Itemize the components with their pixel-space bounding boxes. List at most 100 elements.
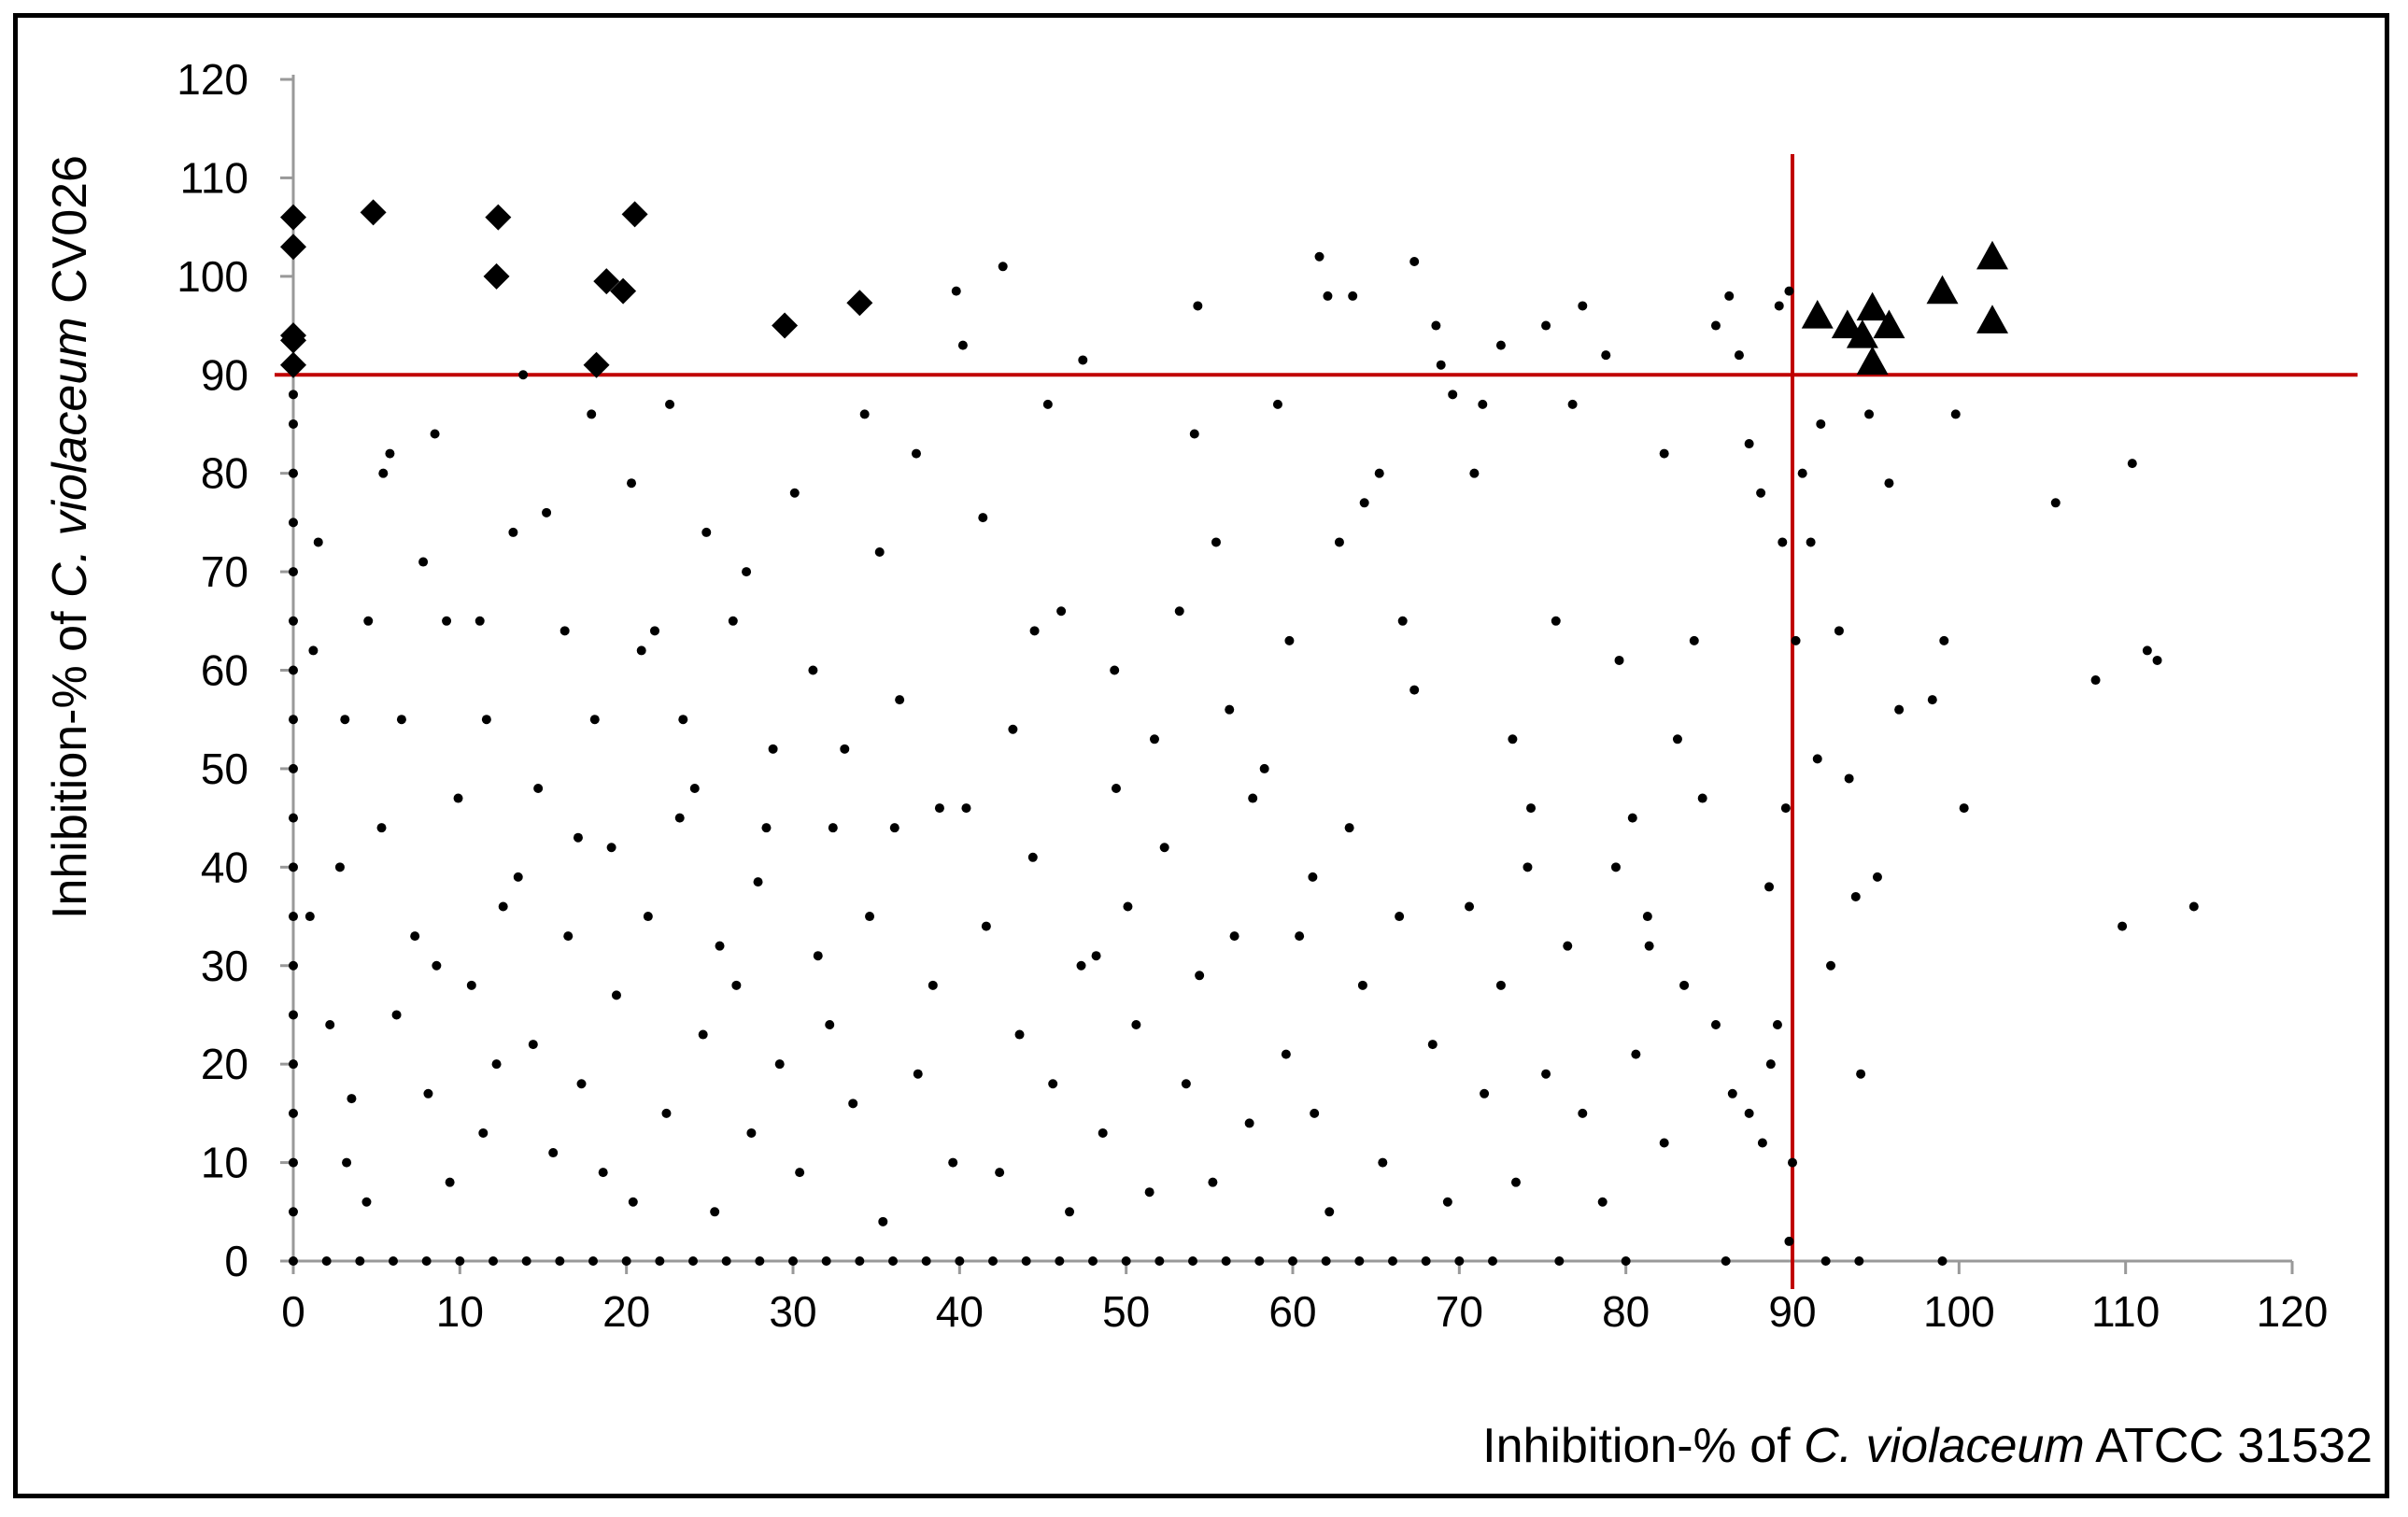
data-point [1724, 291, 1735, 301]
data-point [1323, 291, 1333, 301]
data-point [342, 1157, 352, 1168]
data-point [396, 715, 406, 725]
data-point [848, 1099, 858, 1109]
data-point [1324, 1207, 1335, 1217]
data-point [636, 645, 646, 656]
data-point [859, 409, 870, 419]
data-point [1174, 606, 1184, 617]
data-point [701, 527, 712, 537]
data-point [789, 488, 800, 498]
data-point [289, 715, 298, 725]
x-tick-label: 10 [436, 1287, 484, 1336]
data-point [1065, 1207, 1075, 1217]
y-tick-label: 50 [201, 744, 248, 793]
data-point [598, 1168, 608, 1178]
data-point [1744, 439, 1754, 449]
x-tick-label: 20 [602, 1287, 650, 1336]
diamond-marker [772, 312, 799, 339]
data-point [1872, 872, 1882, 882]
data-point [588, 1256, 598, 1266]
data-point [1710, 320, 1721, 331]
y-tick-label: 100 [177, 252, 248, 301]
data-point [2188, 901, 2199, 912]
data-point [289, 1108, 298, 1118]
data-point [655, 1256, 665, 1266]
data-point [1008, 724, 1018, 734]
data-point [1159, 843, 1169, 853]
data-point [1321, 1256, 1331, 1266]
data-point [1111, 784, 1121, 793]
triangle-marker [1873, 309, 1905, 339]
data-point [649, 626, 659, 636]
data-point [2050, 498, 2061, 508]
data-point [828, 823, 838, 833]
data-point [378, 468, 389, 478]
x-axis-title: Inhibition-% of C. violaceum ATCC 31532 [1482, 1419, 2373, 1473]
data-point [1567, 399, 1578, 409]
data-point [563, 931, 574, 942]
data-point [289, 1059, 298, 1070]
data-point [430, 429, 440, 439]
data-point [957, 340, 968, 350]
diamond-marker [280, 204, 306, 231]
data-point [934, 803, 944, 814]
data-point [513, 872, 523, 882]
data-point [508, 527, 518, 537]
data-point [1826, 960, 1836, 971]
data-point [1784, 1236, 1794, 1246]
data-point [289, 1157, 298, 1168]
x-tick-label: 0 [281, 1287, 305, 1336]
y-tick-label: 0 [224, 1237, 248, 1285]
data-point [289, 468, 298, 478]
data-point [1734, 350, 1744, 361]
data-point [528, 1040, 538, 1050]
triangle-marker [1801, 300, 1834, 329]
data-point [1844, 773, 1854, 784]
data-point [742, 567, 752, 577]
data-point [478, 1127, 489, 1138]
x-tick-label: 100 [1923, 1287, 1995, 1336]
diamond-marker [360, 199, 387, 226]
data-point [1523, 862, 1533, 872]
data-point [1950, 409, 1961, 419]
diamond-marker [485, 204, 512, 231]
data-point [391, 1010, 402, 1020]
tick-labels: 0 10 20 30 40 50 60 70 80 90 100 110 120 0 10 20 30 40 50 6… [177, 55, 2328, 1336]
data-point [795, 1168, 805, 1178]
data-point [1554, 1256, 1565, 1266]
data-point [1797, 468, 1807, 478]
data-point [1334, 537, 1344, 547]
data-point [313, 537, 323, 547]
data-point [289, 1207, 298, 1217]
data-point [1091, 951, 1101, 961]
data-point [289, 517, 298, 528]
data-point [1614, 655, 1624, 665]
data-point [1110, 665, 1120, 675]
data-point [1812, 754, 1822, 764]
data-point [768, 744, 778, 754]
data-point [466, 980, 476, 990]
data-point [627, 478, 637, 489]
x-tick-label: 70 [1436, 1287, 1483, 1336]
data-point [289, 418, 298, 429]
data-point [1181, 1079, 1191, 1089]
data-point [289, 960, 298, 971]
data-point [678, 715, 688, 725]
data-point [1659, 1138, 1669, 1148]
data-point [628, 1197, 638, 1207]
data-point [1123, 901, 1133, 912]
y-tick-label: 90 [201, 350, 248, 399]
data-point [1409, 685, 1420, 695]
data-point [560, 626, 570, 636]
x-tick-label: 80 [1602, 1287, 1650, 1336]
data-point [1098, 1127, 1108, 1138]
data-point [1076, 960, 1086, 971]
data-point [1042, 399, 1053, 409]
data-point [489, 1256, 498, 1266]
data-point [385, 448, 395, 459]
diamond-marker [846, 290, 873, 317]
diamond-marker [280, 351, 306, 378]
x-tick-label: 60 [1268, 1287, 1316, 1336]
data-point [728, 616, 738, 626]
